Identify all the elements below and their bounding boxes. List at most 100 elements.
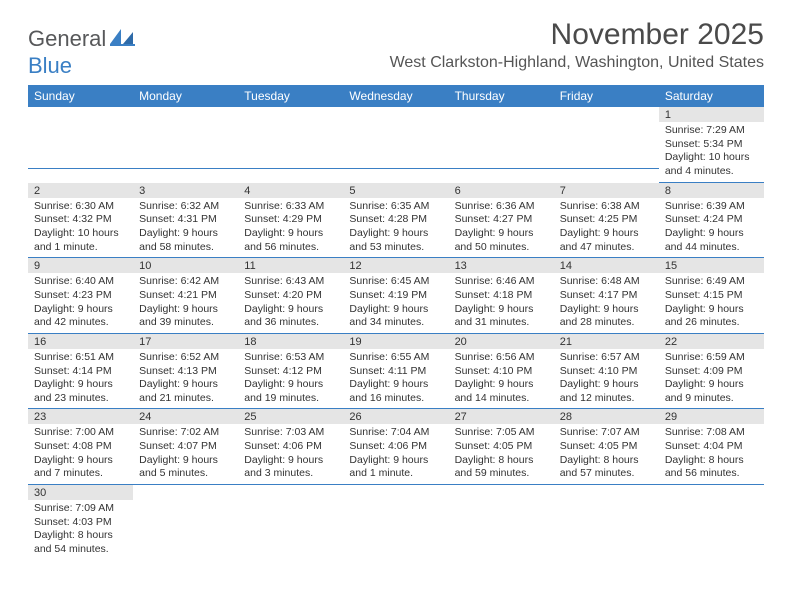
sunset-line: Sunset: 4:18 PM <box>455 289 548 303</box>
daylight-line: Daylight: 9 hours and 58 minutes. <box>139 227 232 254</box>
day-number: 19 <box>343 334 448 349</box>
day-cell: 1Sunrise: 7:29 AMSunset: 5:34 PMDaylight… <box>659 107 764 183</box>
sunrise-line: Sunrise: 7:02 AM <box>139 426 232 440</box>
sunset-line: Sunset: 4:13 PM <box>139 365 232 379</box>
day-details: Sunrise: 6:55 AMSunset: 4:11 PMDaylight:… <box>343 349 448 409</box>
day-cell: 18Sunrise: 6:53 AMSunset: 4:12 PMDayligh… <box>238 334 343 410</box>
sunset-line: Sunset: 4:24 PM <box>665 213 758 227</box>
sunrise-line: Sunrise: 6:40 AM <box>34 275 127 289</box>
day-number: 22 <box>659 334 764 349</box>
sunrise-line: Sunrise: 6:48 AM <box>560 275 653 289</box>
day-number: 28 <box>554 409 659 424</box>
day-cell: 26Sunrise: 7:04 AMSunset: 4:06 PMDayligh… <box>343 409 448 485</box>
day-details: Sunrise: 7:29 AMSunset: 5:34 PMDaylight:… <box>659 122 764 182</box>
sunrise-line: Sunrise: 6:30 AM <box>34 200 127 214</box>
empty-daynum <box>238 107 343 122</box>
day-cell <box>554 485 659 560</box>
day-cell: 21Sunrise: 6:57 AMSunset: 4:10 PMDayligh… <box>554 334 659 410</box>
week-row: 23Sunrise: 7:00 AMSunset: 4:08 PMDayligh… <box>28 409 764 485</box>
daylight-line: Daylight: 9 hours and 53 minutes. <box>349 227 442 254</box>
day-cell: 9Sunrise: 6:40 AMSunset: 4:23 PMDaylight… <box>28 258 133 334</box>
daylight-line: Daylight: 9 hours and 12 minutes. <box>560 378 653 405</box>
daylight-line: Daylight: 9 hours and 3 minutes. <box>244 454 337 481</box>
week-row: 2Sunrise: 6:30 AMSunset: 4:32 PMDaylight… <box>28 183 764 259</box>
day-details: Sunrise: 6:49 AMSunset: 4:15 PMDaylight:… <box>659 273 764 333</box>
sunrise-line: Sunrise: 6:51 AM <box>34 351 127 365</box>
sunrise-line: Sunrise: 7:03 AM <box>244 426 337 440</box>
daylight-line: Daylight: 10 hours and 1 minute. <box>34 227 127 254</box>
empty-body <box>554 122 659 168</box>
day-number: 11 <box>238 258 343 273</box>
day-cell: 19Sunrise: 6:55 AMSunset: 4:11 PMDayligh… <box>343 334 448 410</box>
sunset-line: Sunset: 4:09 PM <box>665 365 758 379</box>
day-cell: 20Sunrise: 6:56 AMSunset: 4:10 PMDayligh… <box>449 334 554 410</box>
sunset-line: Sunset: 4:05 PM <box>560 440 653 454</box>
daylight-line: Daylight: 9 hours and 16 minutes. <box>349 378 442 405</box>
empty-body <box>133 122 238 168</box>
day-number: 23 <box>28 409 133 424</box>
day-cell: 5Sunrise: 6:35 AMSunset: 4:28 PMDaylight… <box>343 183 448 259</box>
day-details: Sunrise: 7:02 AMSunset: 4:07 PMDaylight:… <box>133 424 238 484</box>
sunset-line: Sunset: 4:29 PM <box>244 213 337 227</box>
sunset-line: Sunset: 4:27 PM <box>455 213 548 227</box>
day-number: 15 <box>659 258 764 273</box>
empty-daynum <box>133 107 238 122</box>
daylight-line: Daylight: 9 hours and 34 minutes. <box>349 303 442 330</box>
day-number: 18 <box>238 334 343 349</box>
empty-daynum <box>554 107 659 122</box>
day-number: 25 <box>238 409 343 424</box>
day-cell <box>28 107 133 183</box>
daylight-line: Daylight: 9 hours and 14 minutes. <box>455 378 548 405</box>
day-cell: 2Sunrise: 6:30 AMSunset: 4:32 PMDaylight… <box>28 183 133 259</box>
day-details: Sunrise: 6:52 AMSunset: 4:13 PMDaylight:… <box>133 349 238 409</box>
day-number: 27 <box>449 409 554 424</box>
sunrise-line: Sunrise: 6:59 AM <box>665 351 758 365</box>
day-number: 13 <box>449 258 554 273</box>
sunrise-line: Sunrise: 6:45 AM <box>349 275 442 289</box>
daylight-line: Daylight: 8 hours and 56 minutes. <box>665 454 758 481</box>
sunrise-line: Sunrise: 6:52 AM <box>139 351 232 365</box>
day-cell <box>449 485 554 560</box>
sunrise-line: Sunrise: 7:07 AM <box>560 426 653 440</box>
day-cell <box>238 107 343 183</box>
sunrise-line: Sunrise: 6:32 AM <box>139 200 232 214</box>
day-details: Sunrise: 7:09 AMSunset: 4:03 PMDaylight:… <box>28 500 133 560</box>
daylight-line: Daylight: 8 hours and 59 minutes. <box>455 454 548 481</box>
day-cell: 24Sunrise: 7:02 AMSunset: 4:07 PMDayligh… <box>133 409 238 485</box>
day-details: Sunrise: 6:42 AMSunset: 4:21 PMDaylight:… <box>133 273 238 333</box>
day-number: 14 <box>554 258 659 273</box>
week-row: 30Sunrise: 7:09 AMSunset: 4:03 PMDayligh… <box>28 485 764 560</box>
daylight-line: Daylight: 9 hours and 47 minutes. <box>560 227 653 254</box>
empty-body <box>343 122 448 168</box>
day-details: Sunrise: 6:59 AMSunset: 4:09 PMDaylight:… <box>659 349 764 409</box>
sunset-line: Sunset: 4:05 PM <box>455 440 548 454</box>
day-details: Sunrise: 6:35 AMSunset: 4:28 PMDaylight:… <box>343 198 448 258</box>
sunset-line: Sunset: 4:03 PM <box>34 516 127 530</box>
day-number: 17 <box>133 334 238 349</box>
sunset-line: Sunset: 4:17 PM <box>560 289 653 303</box>
sunrise-line: Sunrise: 6:38 AM <box>560 200 653 214</box>
brand-name-part2: Blue <box>28 53 72 78</box>
sunset-line: Sunset: 4:31 PM <box>139 213 232 227</box>
month-title: November 2025 <box>390 18 764 52</box>
location: West Clarkston-Highland, Washington, Uni… <box>390 54 764 72</box>
daylight-line: Daylight: 9 hours and 39 minutes. <box>139 303 232 330</box>
day-cell: 14Sunrise: 6:48 AMSunset: 4:17 PMDayligh… <box>554 258 659 334</box>
day-cell: 7Sunrise: 6:38 AMSunset: 4:25 PMDaylight… <box>554 183 659 259</box>
sunrise-line: Sunrise: 7:09 AM <box>34 502 127 516</box>
daylight-line: Daylight: 8 hours and 54 minutes. <box>34 529 127 556</box>
day-details: Sunrise: 6:40 AMSunset: 4:23 PMDaylight:… <box>28 273 133 333</box>
day-details: Sunrise: 6:48 AMSunset: 4:17 PMDaylight:… <box>554 273 659 333</box>
day-details: Sunrise: 6:39 AMSunset: 4:24 PMDaylight:… <box>659 198 764 258</box>
sunset-line: Sunset: 4:19 PM <box>349 289 442 303</box>
daylight-line: Daylight: 9 hours and 5 minutes. <box>139 454 232 481</box>
brand-name-part1: General <box>28 26 106 51</box>
day-cell: 16Sunrise: 6:51 AMSunset: 4:14 PMDayligh… <box>28 334 133 410</box>
brand-name: GeneralBlue <box>28 26 136 79</box>
day-cell <box>343 107 448 183</box>
day-cell: 8Sunrise: 6:39 AMSunset: 4:24 PMDaylight… <box>659 183 764 259</box>
sunrise-line: Sunrise: 7:08 AM <box>665 426 758 440</box>
day-header: Sunday <box>28 85 133 107</box>
header: GeneralBlue November 2025 West Clarkston… <box>28 18 764 79</box>
day-details: Sunrise: 6:51 AMSunset: 4:14 PMDaylight:… <box>28 349 133 409</box>
